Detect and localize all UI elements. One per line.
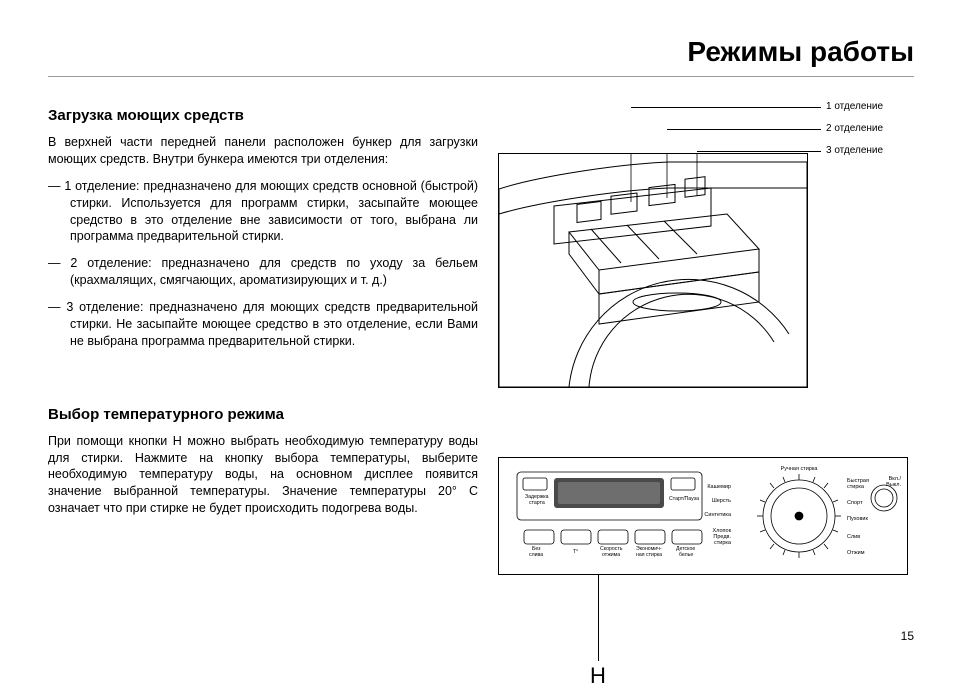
page-number: 15	[901, 629, 914, 643]
power-label: Вкл./Выкл.	[886, 476, 901, 488]
lbl-btn2: Т°	[573, 549, 578, 555]
dial-l2: Шерсть	[712, 498, 731, 504]
dial-r3: Пуховик	[847, 516, 868, 522]
right-column: 1 отделение 2 отделение 3 отделение	[498, 107, 914, 527]
dial-l4: ХлопокПредв.стирка	[713, 528, 732, 546]
callout-compartment-3: 3 отделение	[826, 145, 883, 156]
page-title: Режимы работы	[48, 36, 914, 77]
section1-item-1: — 1 отделение: предназначено для моющих …	[48, 178, 478, 246]
dial-l3: Синтетика	[704, 512, 732, 518]
section2-para: При помощи кнопки H можно выбрать необхо…	[48, 433, 478, 517]
lbl-btn5: Детскоебелье	[676, 546, 695, 558]
lbl-start-pause: Старт/Пауза	[669, 496, 699, 502]
h-indicator-label: H	[590, 663, 606, 689]
dial-t: Ручная стирка	[781, 466, 819, 472]
lbl-btn1: Безслива	[529, 546, 543, 558]
section2-heading: Выбор температурного режима	[48, 406, 478, 423]
dial-l1: Кашемир	[707, 484, 731, 490]
lbl-btn3: Скоростьотжима	[600, 546, 623, 558]
lbl-delay: Задержкастарта	[525, 494, 549, 506]
section1-item-2: — 2 отделение: предназначено для средств…	[48, 255, 478, 289]
section1-intro: В верхней части передней панели располож…	[48, 134, 478, 168]
lbl-btn4: Экономич-ная стирка	[636, 546, 662, 558]
drawer-illustration	[499, 154, 807, 387]
left-column: Загрузка моющих средств В верхней части …	[48, 107, 478, 527]
callout-compartment-1: 1 отделение	[826, 101, 883, 112]
callout-compartment-2: 2 отделение	[826, 123, 883, 134]
dial-r5: Отжим	[847, 550, 865, 556]
dial-r1: Быстраястирка	[847, 478, 869, 490]
dial-r2: Спорт	[847, 500, 863, 506]
figure-detergent-drawer: 1 отделение 2 отделение 3 отделение	[498, 107, 908, 397]
dial-r4: Слив	[847, 534, 860, 540]
figure-control-panel: Задержкастарта Старт/Пауза Безслива Т° С…	[498, 457, 908, 697]
section1-item-3: — 3 отделение: предназначено для моющих …	[48, 299, 478, 350]
section1-heading: Загрузка моющих средств	[48, 107, 478, 124]
h-indicator-line	[598, 575, 599, 661]
panel-illustration: Задержкастарта Старт/Пауза Безслива Т° С…	[499, 458, 907, 574]
